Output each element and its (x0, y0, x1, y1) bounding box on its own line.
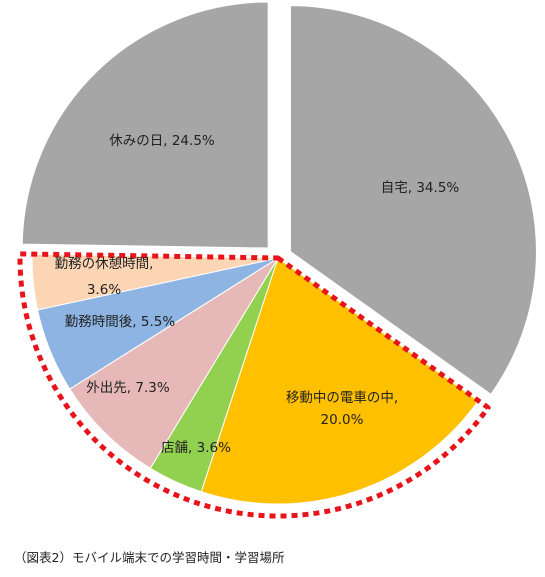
figure-caption: （図表2）モバイル端末での学習時間・学習場所 (14, 550, 285, 565)
slice-label: 店舗, 3.6% (161, 440, 231, 456)
slice-3 (69, 257, 279, 469)
slice-label: 外出先, 7.3% (86, 380, 170, 396)
slice-label: 勤務の休憩時間, 3.6% (55, 255, 154, 298)
slice-label: 勤務時間後, 5.5% (65, 314, 176, 330)
slice-label: 休みの日, 24.5% (109, 133, 215, 149)
slice-0 (289, 5, 537, 395)
pie-chart-svg: 自宅, 34.5% 移動中の電車の中, 20.0% 店舗, 3.6% 外出先, 7.3%… (17, 1, 537, 519)
slice-label: 自宅, 34.5% (381, 180, 460, 196)
slice-6 (21, 1, 269, 249)
slice-label: 移動中の電車の中, 20.0% (286, 390, 398, 428)
slice-1 (200, 257, 480, 505)
highlight-outline (17, 251, 491, 519)
